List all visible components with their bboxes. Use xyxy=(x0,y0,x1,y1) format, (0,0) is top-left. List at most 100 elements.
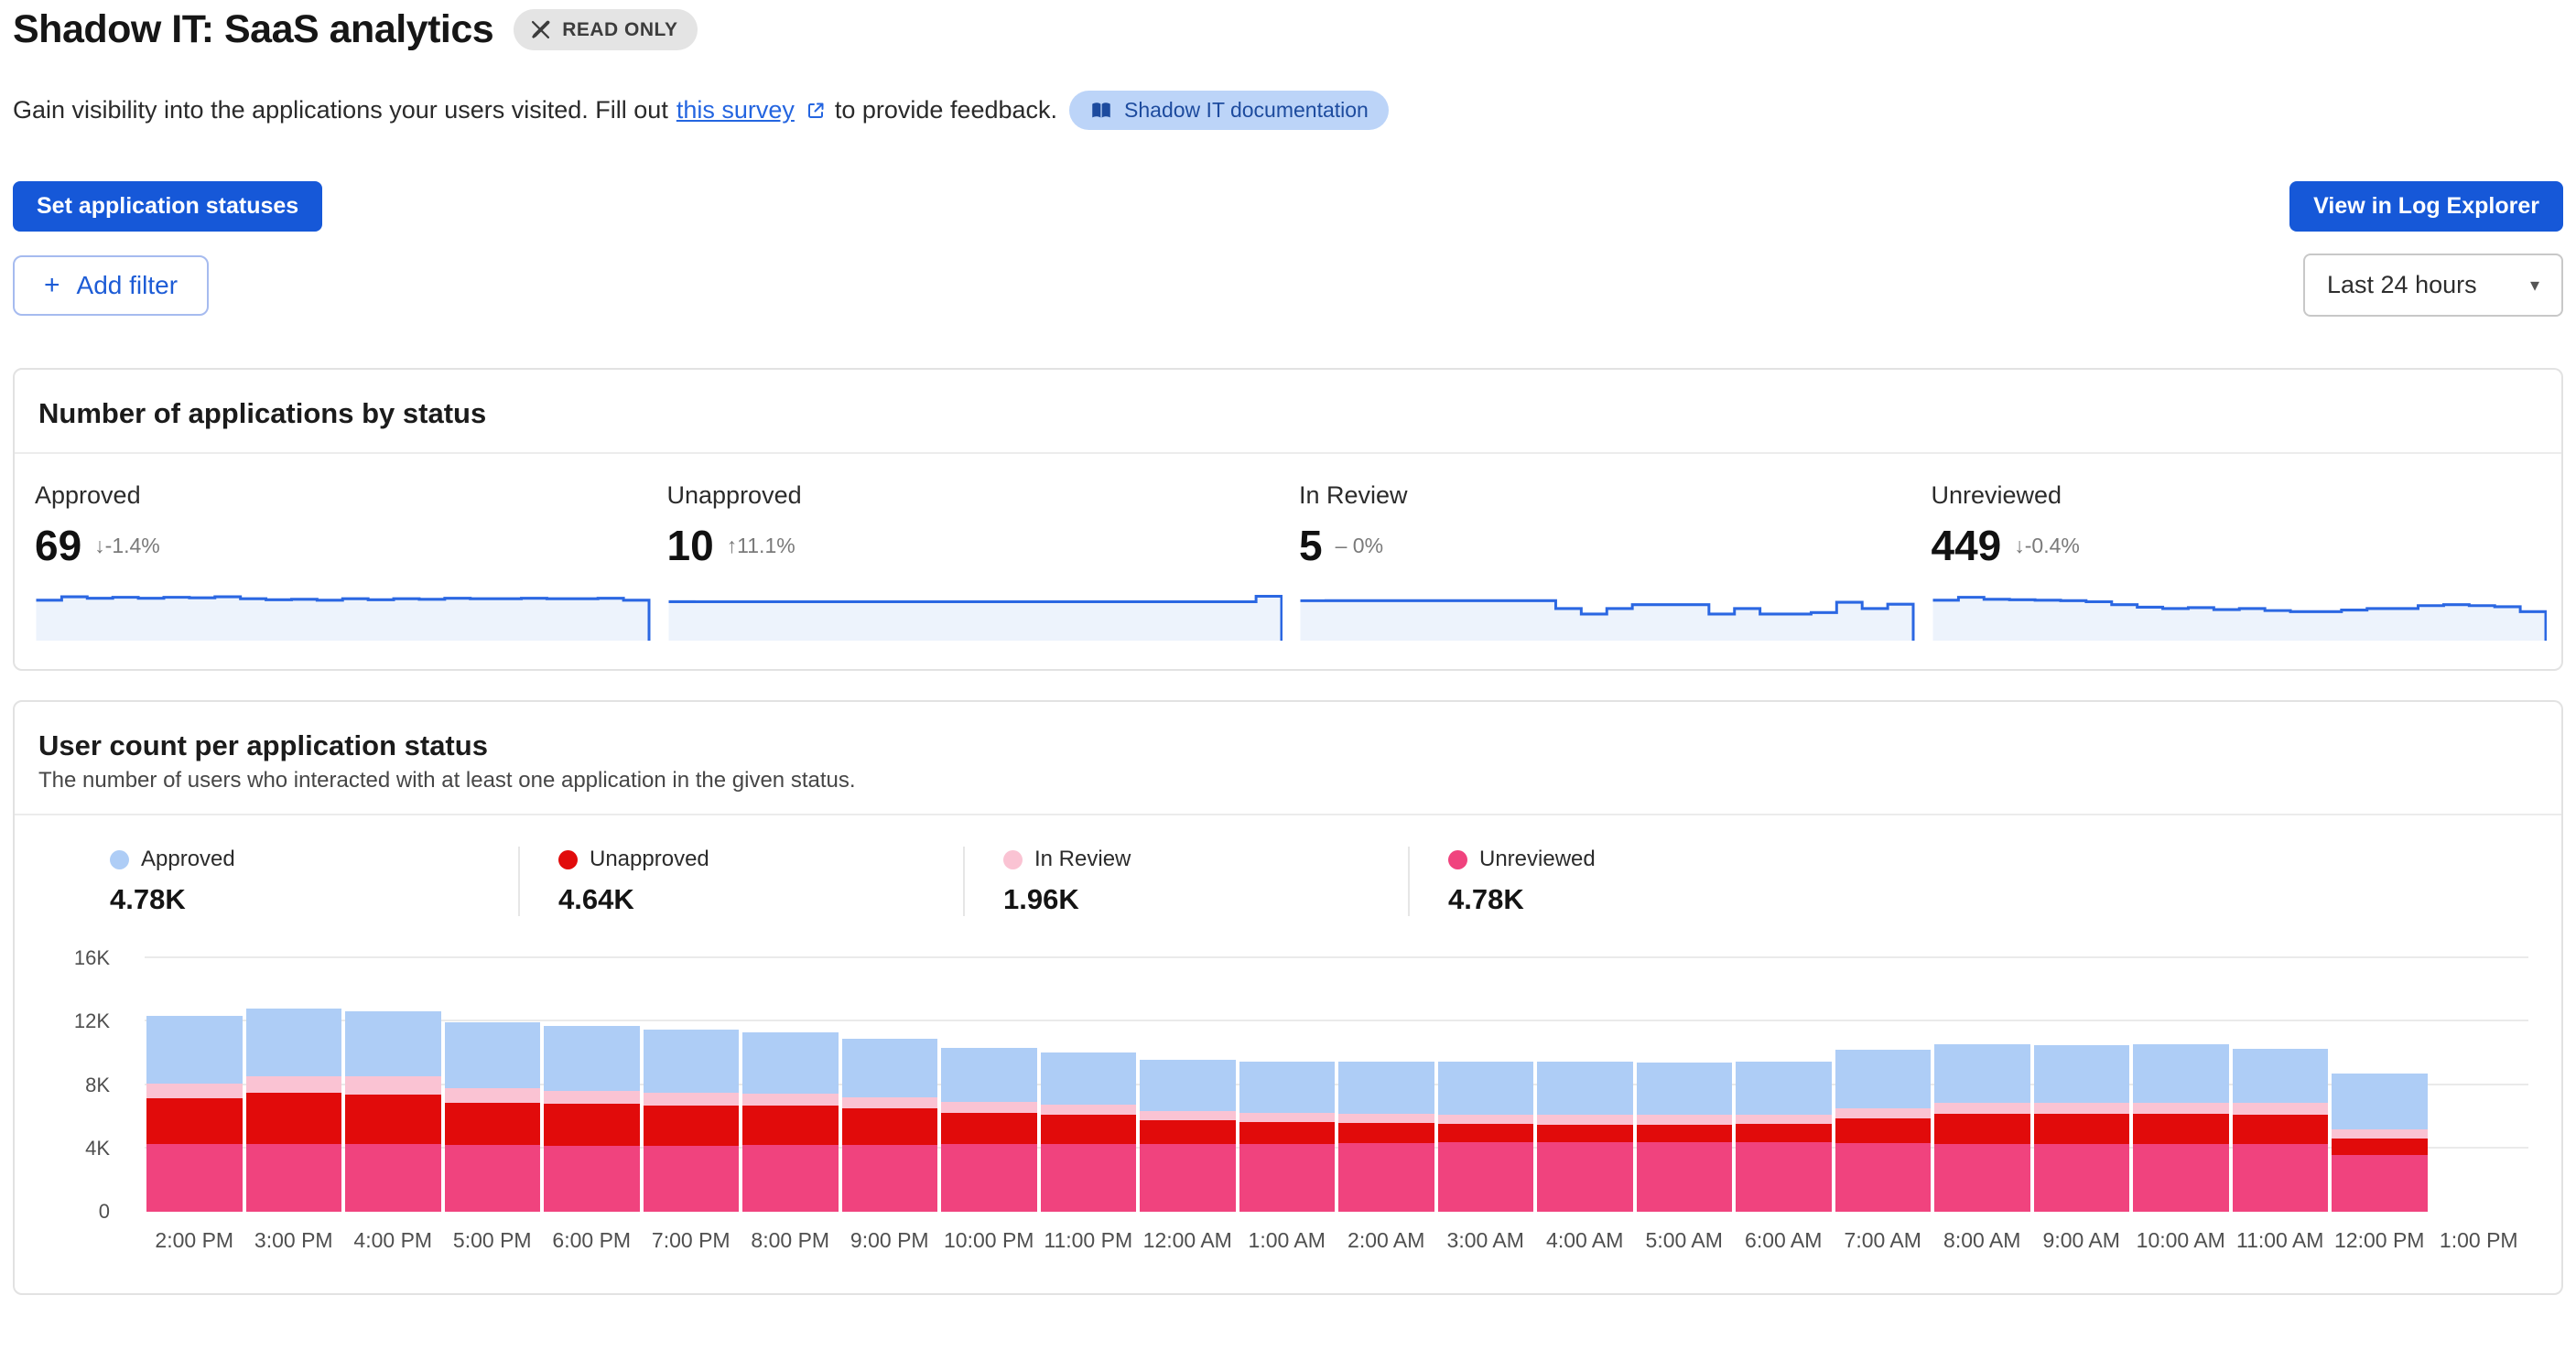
bar-slot-7-00-pm xyxy=(642,958,741,1212)
stacked-bar-2-00-am[interactable] xyxy=(1338,1061,1434,1212)
legend-dot xyxy=(1003,849,1023,869)
stacked-bar-7-00-pm[interactable] xyxy=(643,1029,739,1212)
page-title: Shadow IT: SaaS analytics xyxy=(13,7,494,51)
y-axis-label: 4K xyxy=(85,1136,110,1160)
stacked-bar-8-00-pm[interactable] xyxy=(742,1032,839,1212)
bar-segment-approved xyxy=(1934,1044,2030,1103)
sparkline-unapproved xyxy=(667,594,1283,641)
bar-segment-approved xyxy=(1636,1063,1732,1116)
bar-segment-approved xyxy=(146,1016,243,1084)
chart-plot-area xyxy=(145,956,2528,1212)
x-axis-label: 7:00 AM xyxy=(1844,1228,1921,1252)
legend-total: 4.78K xyxy=(1448,883,1524,915)
stat-delta: ↓-1.4% xyxy=(94,533,160,557)
stat-delta: ↓-0.4% xyxy=(2014,533,2080,557)
x-axis-label: 9:00 AM xyxy=(2042,1228,2120,1252)
stacked-bar-10-00-pm[interactable] xyxy=(941,1047,1037,1212)
stacked-bar-11-00-pm[interactable] xyxy=(1040,1052,1136,1212)
y-axis-label: 0 xyxy=(98,1200,110,1223)
bar-segment-unapproved xyxy=(1736,1123,1832,1142)
bar-segment-unapproved xyxy=(1040,1115,1136,1145)
legend-total: 1.96K xyxy=(1003,883,1079,915)
bar-segment-unapproved xyxy=(444,1102,540,1146)
bar-segment-in-review xyxy=(1934,1102,2030,1114)
bar-segment-unreviewed xyxy=(841,1145,937,1212)
view-in-log-explorer-button[interactable]: View in Log Explorer xyxy=(2289,181,2563,232)
bar-slot-7-00-am xyxy=(1834,958,1933,1212)
bar-slot-1-00-pm xyxy=(2430,958,2529,1212)
stacked-bar-9-00-pm[interactable] xyxy=(841,1039,937,1212)
status-stat-unreviewed: Unreviewed 449 ↓-0.4% xyxy=(1931,481,2547,642)
y-axis-label: 8K xyxy=(85,1073,110,1096)
applications-card-title: Number of applications by status xyxy=(38,397,487,429)
stacked-bar-12-00-pm[interactable] xyxy=(2332,1074,2428,1212)
bar-slot-2-00-am xyxy=(1337,958,1436,1212)
bar-slot-10-00-am xyxy=(2131,958,2231,1212)
bar-segment-unapproved xyxy=(245,1093,341,1144)
stacked-bar-3-00-pm[interactable] xyxy=(245,1009,341,1212)
status-stat-in-review: In Review 5 – 0% xyxy=(1299,481,1915,642)
bar-segment-approved xyxy=(1736,1061,1832,1115)
bar-segment-in-review xyxy=(1140,1111,1236,1121)
status-stat-approved: Approved 69 ↓-1.4% xyxy=(35,481,651,642)
bar-segment-unreviewed xyxy=(2232,1144,2328,1212)
bar-segment-unreviewed xyxy=(1537,1141,1633,1212)
set-application-statuses-button[interactable]: Set application statuses xyxy=(13,181,323,232)
bar-segment-in-review xyxy=(1537,1115,1633,1125)
bar-segment-approved xyxy=(2133,1044,2229,1103)
survey-link[interactable]: this survey xyxy=(676,96,795,124)
stacked-bar-6-00-am[interactable] xyxy=(1736,1061,1832,1212)
time-range-select[interactable]: Last 24 hours ▾ xyxy=(2303,254,2563,317)
shadow-it-documentation-link[interactable]: Shadow IT documentation xyxy=(1069,91,1389,130)
bar-segment-unreviewed xyxy=(1636,1141,1732,1212)
stat-value: 449 xyxy=(1931,522,2002,569)
stat-value: 5 xyxy=(1299,522,1323,569)
x-axis-label: 11:00 AM xyxy=(2236,1228,2324,1252)
stacked-bar-4-00-am[interactable] xyxy=(1537,1062,1633,1212)
bar-segment-unapproved xyxy=(643,1106,739,1147)
x-axis-label: 1:00 AM xyxy=(1248,1228,1326,1252)
bar-segment-unreviewed xyxy=(1239,1143,1335,1212)
stacked-bar-7-00-am[interactable] xyxy=(1835,1049,1931,1212)
stacked-bar-10-00-am[interactable] xyxy=(2133,1044,2229,1212)
bar-segment-unapproved xyxy=(841,1108,937,1146)
bar-segment-in-review xyxy=(345,1076,441,1095)
bar-segment-unreviewed xyxy=(2332,1154,2428,1212)
stacked-bar-9-00-am[interactable] xyxy=(2033,1045,2129,1212)
bar-segment-approved xyxy=(941,1047,1037,1102)
bar-segment-unapproved xyxy=(1239,1122,1335,1144)
x-axis-label: 3:00 AM xyxy=(1446,1228,1524,1252)
bar-segment-unapproved xyxy=(1835,1117,1931,1143)
x-axis-label: 6:00 AM xyxy=(1745,1228,1823,1252)
bar-slot-2-00-pm xyxy=(145,958,244,1212)
stacked-bar-2-00-pm[interactable] xyxy=(146,1016,243,1212)
bar-slot-10-00-pm xyxy=(939,958,1039,1212)
stat-label: Approved xyxy=(35,481,141,509)
stacked-bar-1-00-am[interactable] xyxy=(1239,1062,1335,1212)
stacked-bar-8-00-am[interactable] xyxy=(1934,1044,2030,1212)
bar-slot-5-00-am xyxy=(1635,958,1735,1212)
stacked-bar-5-00-pm[interactable] xyxy=(444,1022,540,1212)
stacked-bar-11-00-am[interactable] xyxy=(2232,1048,2328,1212)
bar-slot-1-00-am xyxy=(1238,958,1337,1212)
bar-segment-unapproved xyxy=(1140,1120,1236,1144)
bar-slot-8-00-am xyxy=(1932,958,2032,1212)
stacked-bar-3-00-am[interactable] xyxy=(1437,1061,1533,1212)
bar-segment-unreviewed xyxy=(544,1146,640,1212)
y-axis: 0 4K 8K 12K 16K xyxy=(15,946,124,1223)
legend-label: Approved xyxy=(141,847,235,871)
bar-segment-in-review xyxy=(841,1096,937,1109)
bar-segment-approved xyxy=(1537,1062,1633,1116)
bar-segment-in-review xyxy=(941,1101,1037,1113)
plus-icon: + xyxy=(44,269,60,300)
add-filter-button[interactable]: + Add filter xyxy=(13,254,210,316)
stacked-bar-4-00-pm[interactable] xyxy=(345,1011,441,1212)
x-axis-label: 8:00 AM xyxy=(1943,1228,2021,1252)
stacked-bar-5-00-am[interactable] xyxy=(1636,1063,1732,1212)
bars-container xyxy=(145,958,2528,1212)
sparkline-approved xyxy=(36,595,651,641)
stacked-bar-12-00-am[interactable] xyxy=(1140,1059,1236,1212)
stacked-bar-6-00-pm[interactable] xyxy=(544,1025,640,1212)
legend-label: Unapproved xyxy=(590,847,709,871)
stat-value: 69 xyxy=(35,522,82,569)
